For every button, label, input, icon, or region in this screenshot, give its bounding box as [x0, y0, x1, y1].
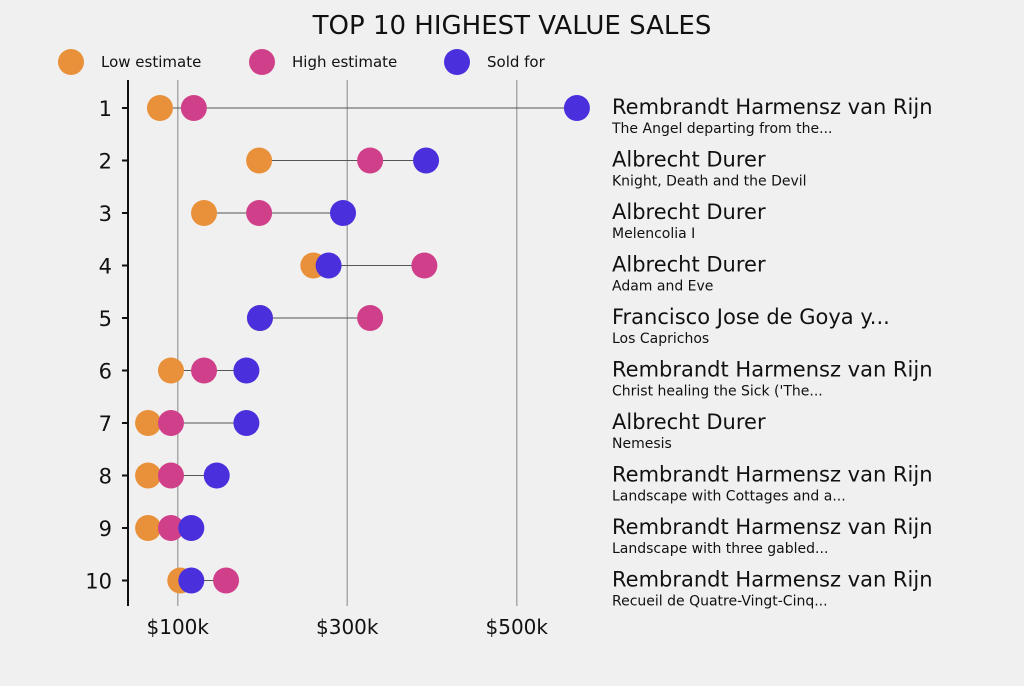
artwork-title: The Angel departing from the...: [611, 121, 832, 137]
rank-label: 5: [99, 307, 112, 331]
rank-label: 3: [99, 202, 112, 226]
row-10: 10 Rembrandt Harmensz van Rijn Recueil de …: [85, 567, 933, 610]
row-5: 5 Francisco Jose de Goya y... Los Capricho…: [99, 305, 890, 347]
high-dot: [411, 252, 438, 279]
rank-label: 6: [99, 360, 112, 384]
artwork-title: Adam and Eve: [612, 279, 713, 295]
artist-label: Rembrandt Harmensz van Rijn: [612, 358, 933, 382]
high-dot: [357, 147, 384, 174]
sold-dot: [178, 515, 205, 541]
sold-dot: [330, 200, 357, 226]
sold-dot: [233, 410, 260, 436]
sold-dot: [233, 357, 260, 384]
artist-label: Albrecht Durer: [612, 410, 766, 434]
artist-label: Rembrandt Harmensz van Rijn: [612, 568, 933, 592]
x-tick-label: $300k: [316, 615, 379, 639]
grid: $100k $300k $500k: [147, 80, 549, 639]
low-dot: [135, 462, 162, 489]
row-1: 1 Rembrandt Harmensz van Rijn The Angel de…: [99, 95, 933, 137]
high-dot: [213, 567, 240, 594]
low-dot: [146, 95, 173, 121]
artwork-title: Knight, Death and the Devil: [612, 174, 807, 190]
row-7: 7 Albrecht Durer Nemesis: [99, 410, 766, 452]
row-6: 6 Rembrandt Harmensz van Rijn Christ heali…: [99, 357, 933, 400]
artwork-title: Landscape with Cottages and a...: [612, 489, 846, 505]
sold-dot: [563, 95, 590, 121]
legend: Low estimate High estimate Sold for: [58, 49, 546, 75]
artist-label: Rembrandt Harmensz van Rijn: [612, 515, 933, 539]
row-2: 2 Albrecht Durer Knight, Death and the Dev…: [99, 147, 807, 190]
artist-label: Rembrandt Harmensz van Rijn: [612, 463, 933, 487]
rank-label: 10: [85, 570, 112, 594]
high-dot: [157, 515, 184, 541]
rank-label: 8: [99, 465, 112, 489]
row-3: 3 Albrecht Durer Melencolia I: [99, 200, 766, 242]
legend-marker: [444, 49, 470, 75]
artwork-title: Nemesis: [612, 436, 672, 452]
row-4: 4 Albrecht Durer Adam and Eve: [99, 252, 766, 295]
high-dot: [246, 200, 273, 226]
sold-dot: [178, 567, 205, 594]
low-dot: [157, 357, 184, 384]
high-dot: [180, 95, 207, 121]
artist-label: Rembrandt Harmensz van Rijn: [612, 95, 933, 119]
sold-dot: [203, 462, 230, 489]
artwork-title: Recueil de Quatre-Vingt-Cinq...: [612, 594, 828, 610]
artist-label: Albrecht Durer: [612, 200, 766, 224]
high-dot: [157, 462, 184, 489]
sold-dot: [246, 305, 273, 331]
high-dot: [191, 357, 218, 384]
high-dot: [357, 305, 384, 331]
rank-label: 7: [99, 412, 112, 436]
low-dot: [135, 515, 162, 541]
legend-marker: [249, 49, 275, 75]
legend-marker: [58, 49, 84, 75]
legend-label: Low estimate: [101, 53, 201, 71]
artwork-title: Landscape with three gabled...: [612, 541, 828, 557]
high-dot: [157, 410, 184, 436]
low-dot: [191, 200, 218, 226]
x-tick-label: $500k: [486, 615, 549, 639]
artwork-title: Melencolia I: [612, 226, 695, 242]
row-9: 9 Rembrandt Harmensz van Rijn Landscape wi…: [99, 515, 933, 557]
sold-dot: [413, 147, 440, 174]
rank-label: 1: [99, 97, 112, 121]
legend-label: High estimate: [292, 53, 397, 71]
chart-title: TOP 10 HIGHEST VALUE SALES: [312, 11, 712, 41]
legend-label: Sold for: [487, 53, 546, 71]
artwork-title: Los Caprichos: [612, 331, 709, 347]
rank-label: 2: [99, 150, 112, 174]
rank-label: 9: [99, 517, 112, 541]
low-dot: [246, 147, 273, 174]
artist-label: Albrecht Durer: [612, 148, 766, 172]
rows: 1 Rembrandt Harmensz van Rijn The Angel de…: [85, 95, 933, 610]
artist-label: Albrecht Durer: [612, 253, 766, 277]
sold-dot: [315, 252, 342, 279]
rank-label: 4: [99, 255, 112, 279]
artist-label: Francisco Jose de Goya y...: [612, 305, 890, 329]
low-dot: [135, 410, 162, 436]
x-tick-label: $100k: [147, 615, 210, 639]
artwork-title: Christ healing the Sick ('The...: [612, 384, 823, 400]
row-8: 8 Rembrandt Harmensz van Rijn Landscape wi…: [99, 462, 933, 505]
